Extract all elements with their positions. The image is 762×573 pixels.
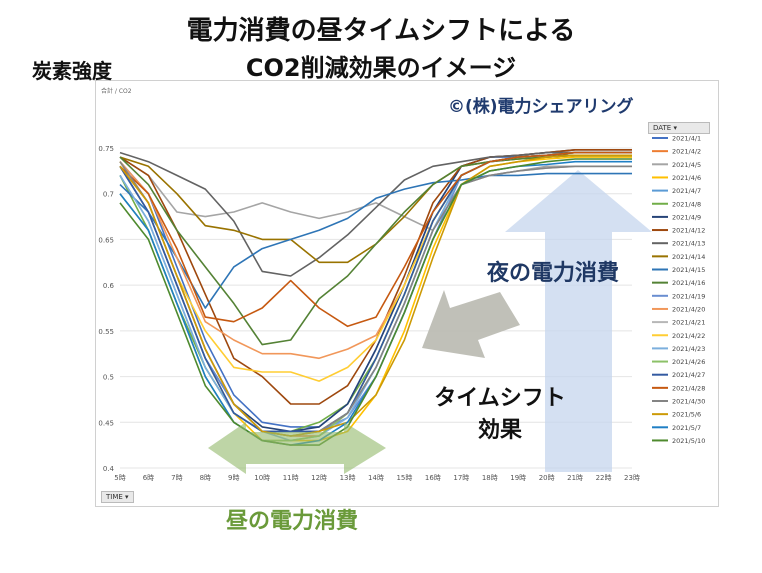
time-shift-label-line1: タイムシフト [434,386,566,411]
legend-entry[interactable]: 2021/5/10 [672,437,705,445]
y-tick-label: 0.5 [103,374,114,382]
arrows-layer-front [208,290,520,474]
time-filter-button[interactable]: TIME ▾ [101,491,134,503]
x-tick-label: 23時 [624,474,640,482]
legend: 2021/4/1 2021/4/2 2021/4/5 2021/4/6 2021/4/7… [652,135,705,445]
x-tick-label: 22時 [596,474,612,482]
y-tick-label: 0.4 [103,465,115,473]
legend-entry[interactable]: 2021/4/20 [672,305,705,313]
pivot-value-label: 合計 / CO2 [101,88,132,95]
time-filter-label: TIME [106,493,123,501]
legend-entry[interactable]: 2021/4/6 [672,174,701,182]
legend-entry[interactable]: 2021/4/7 [672,187,701,195]
legend-entry[interactable]: 2021/4/28 [672,384,705,392]
series-lines [119,149,632,446]
day-arrow-right [246,422,386,474]
y-tick-label: 0.75 [98,145,114,153]
x-tick-label: 19時 [510,474,526,482]
legend-entry[interactable]: 2021/4/16 [672,279,705,287]
legend-entry[interactable]: 2021/4/12 [672,227,705,235]
legend-entry[interactable]: 2021/4/19 [672,292,705,300]
y-tick-label: 0.6 [103,282,115,290]
legend-entry[interactable]: 2021/5/7 [672,424,701,432]
y-tick-label: 0.55 [98,328,114,336]
x-tick-label: 6時 [143,474,154,482]
series-line-22 [119,154,632,437]
x-tick-label: 16時 [425,474,441,482]
x-tick-label: 7時 [171,474,182,482]
time-shift-arrow [422,290,520,358]
x-tick-label: 9時 [228,474,239,482]
x-tick-label: 21時 [567,474,583,482]
legend-entry[interactable]: 2021/4/2 [672,148,701,156]
y-tick-label: 0.7 [103,191,114,199]
x-tick-labels: 5時 6時 7時 8時 9時 10時 11時 12時 13時 14時 15時 16時 17時 18時 19時… [114,474,640,482]
x-tick-label: 11時 [283,474,299,482]
title-line2: CO2削減効果のイメージ [245,54,517,82]
x-tick-label: 18時 [482,474,498,482]
x-tick-label: 14時 [368,474,384,482]
time-shift-label-line2: 効果 [477,418,522,443]
legend-entry[interactable]: 2021/4/22 [672,332,705,340]
date-filter-label: DATE [653,124,672,132]
title-line1: 電力消費の昼タイムシフトによる [186,16,576,46]
legend-entry[interactable]: 2021/4/9 [672,213,701,221]
legend-entry[interactable]: 2021/4/14 [672,253,705,261]
date-filter-button[interactable]: DATE ▾ [648,122,710,134]
dropdown-arrow-icon: ▾ [125,493,129,501]
x-tick-label: 8時 [200,474,211,482]
legend-entry[interactable]: 2021/4/23 [672,345,705,353]
time-shift-label: タイムシフト 効果 [405,383,595,447]
y-tick-label: 0.65 [98,236,114,244]
day-arrow-left [208,422,246,474]
series-line-3 [119,156,632,232]
y-tick-labels: 0.4 0.45 0.5 0.55 0.6 0.65 0.7 0.75 [98,145,114,473]
y-tick-label: 0.45 [98,419,114,427]
legend-entry[interactable]: 2021/4/27 [672,371,705,379]
y-axis-label: 炭素強度 [32,59,112,83]
x-tick-label: 15時 [396,474,412,482]
legend-entry[interactable]: 2021/4/5 [672,161,701,169]
x-tick-label: 5時 [114,474,125,482]
legend-entry[interactable]: 2021/4/13 [672,240,705,248]
x-tick-label: 10時 [254,474,270,482]
legend-entry[interactable]: 2021/4/21 [672,319,705,327]
series-line-20 [119,151,632,328]
x-tick-label: 13時 [340,474,356,482]
series-line-11 [119,172,632,309]
x-tick-label: 12時 [311,474,327,482]
copyright-text: ©(株)電力シェアリング [448,97,634,117]
legend-entry[interactable]: 2021/4/30 [672,398,705,406]
x-tick-label: 17時 [453,474,469,482]
chart-panel [95,80,719,507]
x-tick-label: 20時 [539,474,555,482]
series-line-24 [119,158,632,446]
legend-entry[interactable]: 2021/4/8 [672,200,701,208]
night-consumption-label: 夜の電力消費 [487,261,620,286]
legend-entry[interactable]: 2021/4/26 [672,358,705,366]
series-line-9 [119,151,632,277]
night-up-arrow [505,170,652,472]
legend-entry[interactable]: 2021/4/15 [672,266,705,274]
legend-entry[interactable]: 2021/5/6 [672,411,701,419]
day-consumption-label: 昼の電力消費 [226,509,359,534]
legend-entry[interactable]: 2021/4/1 [672,135,701,143]
dropdown-arrow-icon: ▾ [673,124,677,132]
arrows-layer-back [505,170,652,472]
